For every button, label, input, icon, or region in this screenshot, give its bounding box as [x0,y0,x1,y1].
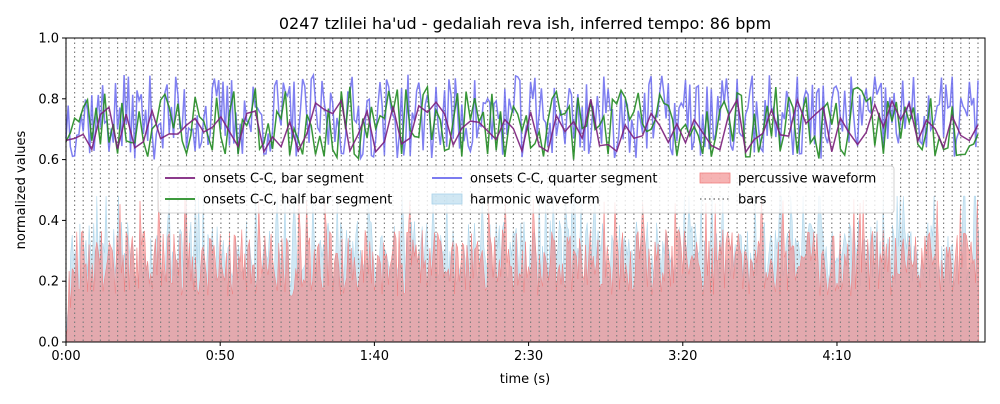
y-tick-label: 0.0 [38,336,59,351]
y-tick-label: 0.8 [38,92,59,107]
plot-frame [65,37,986,343]
legend-label: percussive waveform [738,172,876,187]
y-tick-label: 0.2 [38,275,59,290]
percussive-waveform-area [65,199,980,343]
legend: onsets C-C, bar segment onsets C-C, half … [157,165,895,214]
legend-swatch [431,193,463,205]
y-axis-label: normalized values [14,130,29,249]
x-tick-label: 0:50 [206,349,235,364]
series-line-onsets-c-c-quarter-segment [65,72,979,161]
x-tick-label: 0:00 [51,349,80,364]
series-line-onsets-c-c-half-bar-segment [65,84,979,161]
x-axis-label: time (s) [500,372,550,387]
series-line-onsets-c-c-bar-segment [65,97,979,155]
legend-label: onsets C-C, half bar segment [203,193,392,208]
y-tick-label: 1.0 [38,32,59,47]
x-tick-label: 3:20 [668,349,697,364]
x-tick-label: 1:40 [360,349,389,364]
legend-label: onsets C-C, bar segment [203,172,364,187]
y-tick-label: 0.6 [38,153,59,168]
legend-label: harmonic waveform [470,193,600,208]
chart-title: 0247 tzlilei ha'ud - gedaliah reva ish, … [279,14,771,33]
x-tick-label: 4:10 [822,349,851,364]
x-tick-label: 2:30 [514,349,543,364]
y-tick-label: 0.4 [38,214,59,229]
legend-label: bars [738,193,767,208]
legend-swatch [699,172,731,184]
legend-label: onsets C-C, quarter segment [470,172,657,187]
